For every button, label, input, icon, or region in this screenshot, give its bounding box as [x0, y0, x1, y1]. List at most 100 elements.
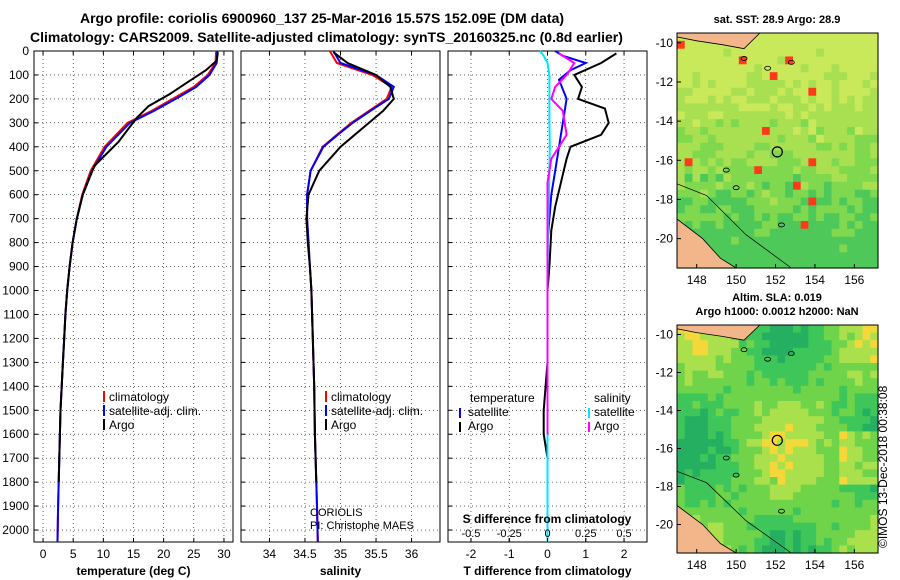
map-cell [754, 48, 763, 58]
map-cell [854, 244, 864, 253]
map-cell [816, 408, 825, 417]
map-cell [808, 221, 817, 230]
map-cell [854, 423, 864, 432]
map-cell [723, 393, 732, 402]
map-cell [785, 545, 794, 554]
map-cell [785, 244, 794, 253]
map-cell [715, 87, 724, 97]
map-cell [793, 408, 802, 417]
map-cell [862, 213, 871, 222]
map-cell [854, 174, 864, 183]
map-cell [731, 252, 740, 261]
map-cell [808, 40, 817, 50]
map-cell [831, 181, 840, 191]
map-cell [777, 142, 786, 152]
map-cell [762, 142, 771, 152]
map-cell [785, 431, 794, 440]
map-cell [808, 423, 817, 432]
map-cell [777, 347, 786, 356]
map-y-tick-label: -10 [656, 36, 674, 50]
map-cell [723, 150, 732, 159]
map-cell [754, 142, 763, 152]
map-cell [777, 119, 786, 128]
map-cell [816, 446, 825, 455]
map-cell [723, 87, 732, 97]
map-cell [746, 56, 755, 65]
map-cell [870, 56, 879, 65]
map-cell [854, 484, 864, 493]
map-cell [816, 355, 825, 364]
map-cell [777, 72, 786, 81]
map-cell [715, 48, 724, 58]
map-cell [847, 244, 856, 253]
map-cell [700, 363, 709, 372]
map-cell [816, 469, 825, 478]
map-cell [862, 72, 871, 81]
map-cell [677, 48, 686, 58]
map-cell [707, 127, 717, 136]
map-cell [823, 48, 833, 58]
map-cell [715, 72, 724, 81]
map-cell [816, 401, 825, 410]
reef-outline [722, 167, 730, 173]
map-cell [823, 80, 833, 89]
map-cell [816, 236, 825, 246]
map-cell [723, 461, 732, 470]
map-cell [746, 72, 755, 81]
map-cell [854, 522, 864, 531]
shelf-contour [676, 470, 792, 554]
map-cell [707, 48, 717, 58]
map-cell [684, 492, 693, 501]
map-cell [738, 134, 748, 144]
map-cell [785, 134, 794, 144]
map-cell [707, 213, 717, 222]
map-cell [831, 499, 840, 508]
map-cell [677, 127, 686, 136]
map-cell [870, 33, 879, 42]
map-cell [816, 72, 825, 81]
map-cell [723, 347, 732, 356]
map-cell [769, 119, 779, 128]
map-cell [754, 469, 763, 478]
map-cell [738, 260, 748, 269]
map-cell [823, 439, 833, 448]
map-cell [777, 355, 786, 364]
map-cell [715, 127, 724, 136]
map-cell [816, 537, 825, 546]
map-cell [754, 431, 763, 440]
map-cell [785, 355, 794, 364]
map-cell [831, 401, 840, 410]
map-cell [816, 174, 825, 183]
map-cell [684, 469, 693, 478]
map-cell [762, 416, 771, 425]
map-cell [746, 87, 755, 97]
map-cell [769, 252, 779, 261]
map-cell [692, 499, 701, 508]
map-cell [816, 507, 825, 516]
map-cell [746, 197, 755, 206]
map-cell [785, 507, 794, 516]
map-cell [692, 416, 701, 425]
map-cell [831, 174, 840, 183]
map-cell [793, 166, 802, 175]
map-cell [723, 454, 732, 463]
map-cell [692, 197, 701, 206]
s-tick-label: -0.5 [461, 528, 480, 540]
map-cell [854, 189, 864, 199]
map-cell [816, 134, 825, 144]
map-cell [831, 87, 840, 97]
map-cell [800, 522, 809, 531]
map-cell [731, 408, 740, 417]
map-cell [677, 197, 686, 206]
map-cell [769, 515, 779, 524]
map-cell [862, 332, 871, 341]
map-cell [800, 150, 809, 159]
map-cell [793, 197, 802, 206]
map-cell [731, 80, 740, 89]
map-cell [847, 325, 856, 334]
map-cell [777, 332, 786, 341]
map-cell [684, 363, 693, 372]
map-cell [831, 515, 840, 524]
map-frame [676, 324, 879, 554]
s-tick-label: -0.25 [497, 528, 522, 540]
